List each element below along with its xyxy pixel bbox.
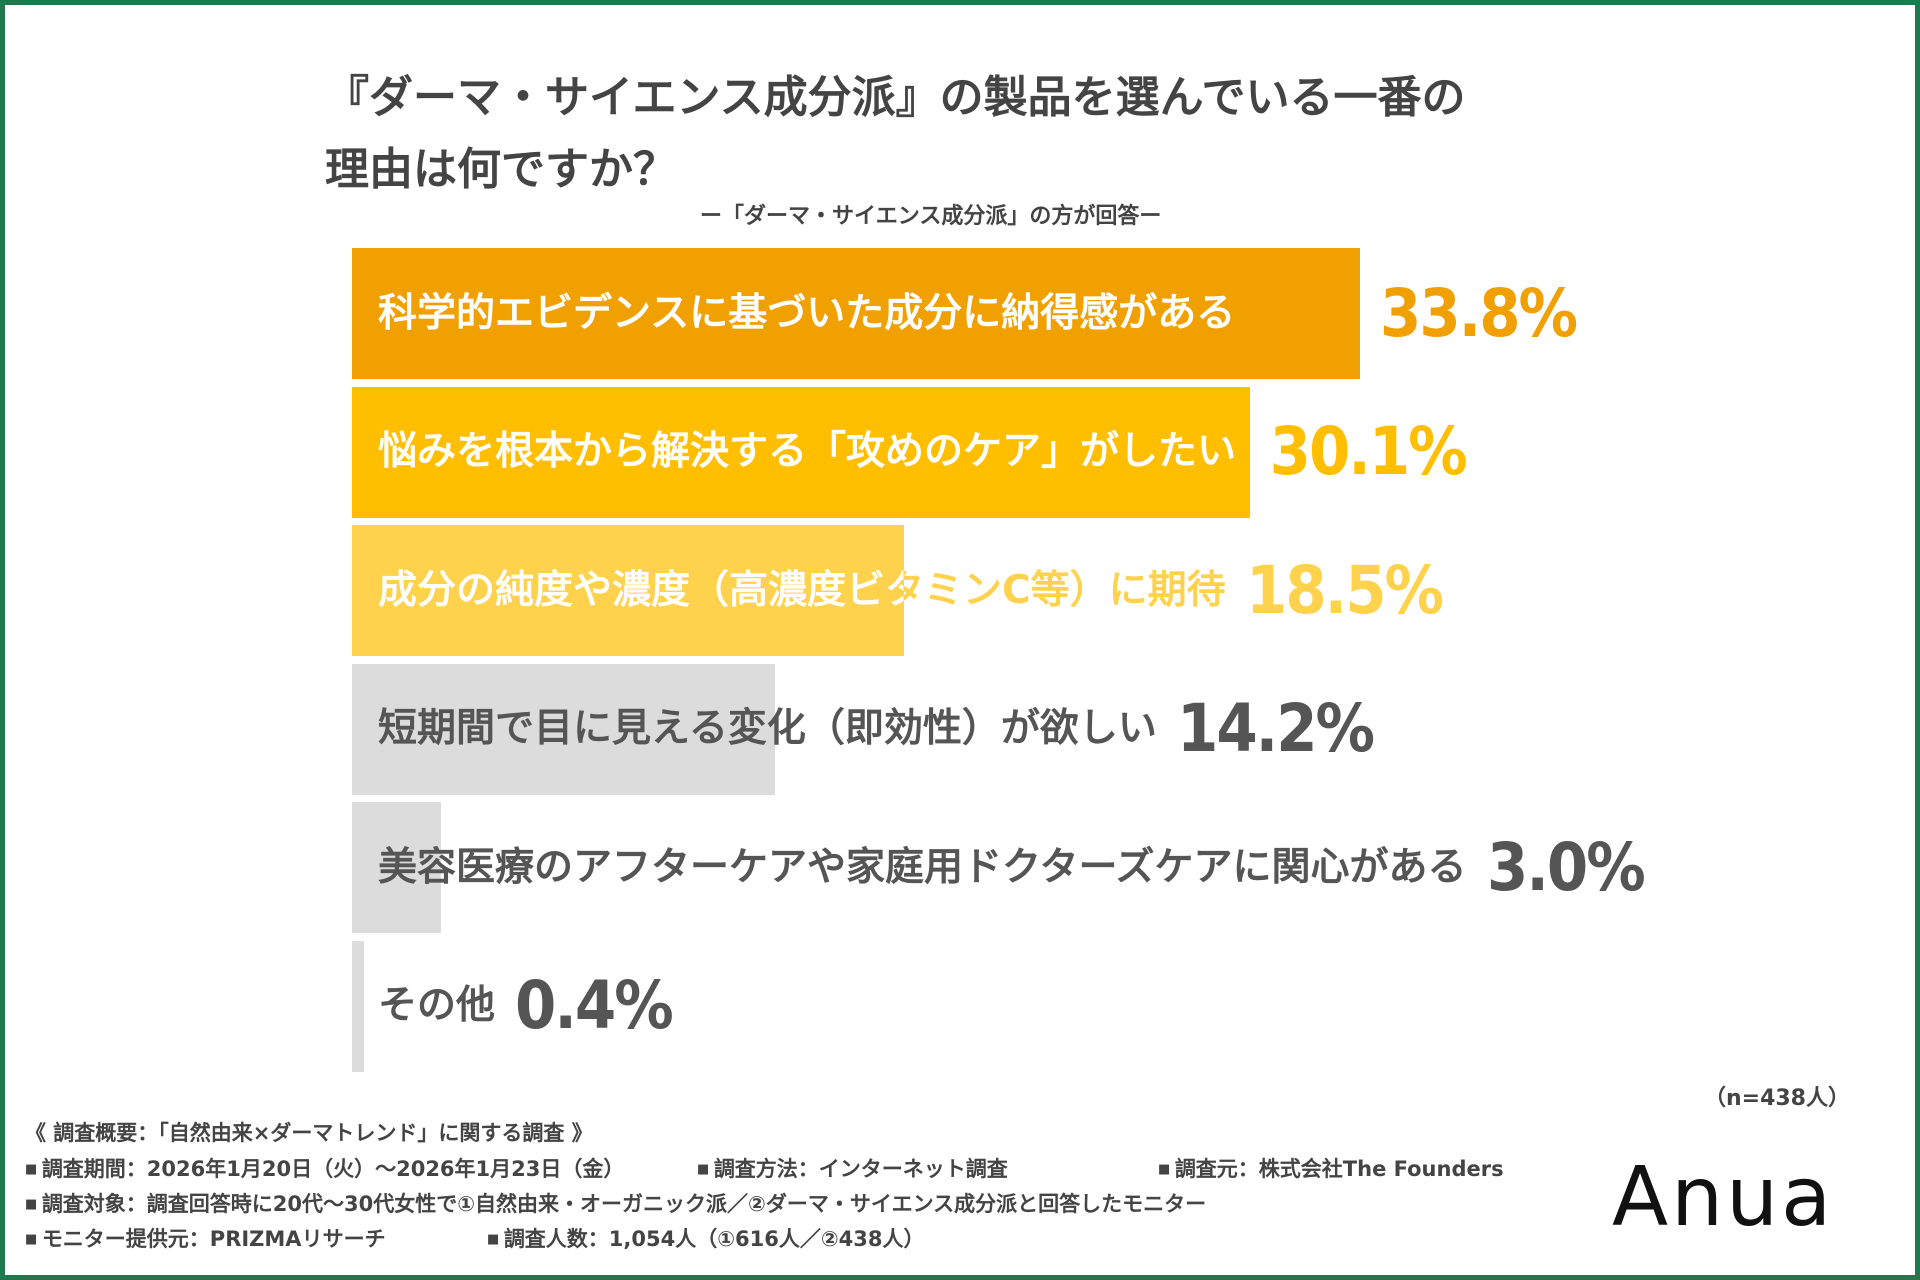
- bar-value-6: 0.4%: [515, 967, 674, 1044]
- survey-respondents: 調査人数：1,054人（①616人／②438人）: [487, 1222, 925, 1257]
- bar-label-1: 科学的エビデンスに基づいた成分に納得感がある: [378, 290, 1236, 336]
- bar-6: [352, 940, 364, 1072]
- bar-1: [352, 248, 1360, 379]
- bar-label-3: 成分の純度や濃度（高濃度ビタミンC等）に期待: [378, 567, 1226, 613]
- survey-source: 調査元：株式会社The Founders: [1158, 1152, 1504, 1187]
- bar-value-5: 3.0%: [1487, 828, 1646, 906]
- bar-2: [352, 386, 1250, 518]
- bar-value-1: 33.8%: [1380, 274, 1578, 352]
- chart-title: 『ダーマ・サイエンス成分派』の製品を選んでいる一番の 理由は何ですか？: [325, 72, 1466, 195]
- survey-target: 調査対象：調査回答時に20代〜30代女性で①自然由来・オーガニック派／②ダーマ・…: [25, 1187, 1206, 1222]
- survey-title: 《 調査概要：「自然由来×ダーマトレンド」に関する調査 》: [25, 1121, 593, 1145]
- bar-5: [352, 802, 442, 933]
- bar-label-4: 短期間で目に見える変化（即効性）が欲しい: [378, 706, 1157, 751]
- bar-label-5: 美容医療のアフターケアや家庭用ドクターズケアに関心がある: [378, 844, 1467, 890]
- sample-size-note: （n=438人）: [1703, 1086, 1850, 1111]
- bar-3: [352, 525, 904, 656]
- anua-logo: Anua: [1612, 1150, 1835, 1245]
- survey-period: 調査期間：2026年1月20日（火）〜2026年1月23日（金）: [25, 1152, 625, 1187]
- survey-provider: モニター提供元：PRIZMAリサーチ: [25, 1222, 386, 1257]
- survey-footer: 《 調査概要：「自然由来×ダーマトレンド」に関する調査 》 調査期間：2026年…: [25, 1116, 1565, 1257]
- chart-subtitle: ー「ダーマ・サイエンス成分派」の方が回答ー: [700, 204, 1162, 229]
- bar-value-4: 14.2%: [1177, 690, 1375, 767]
- survey-method: 調査方法：インターネット調査: [697, 1152, 1008, 1187]
- bar-label-6: その他: [378, 983, 496, 1028]
- bar-value-3: 18.5%: [1246, 551, 1444, 629]
- bar-label-2: 悩みを根本から解決する「攻めのケア」がしたい: [378, 429, 1237, 474]
- bar-value-2: 30.1%: [1269, 413, 1468, 490]
- bar-4: [352, 663, 776, 795]
